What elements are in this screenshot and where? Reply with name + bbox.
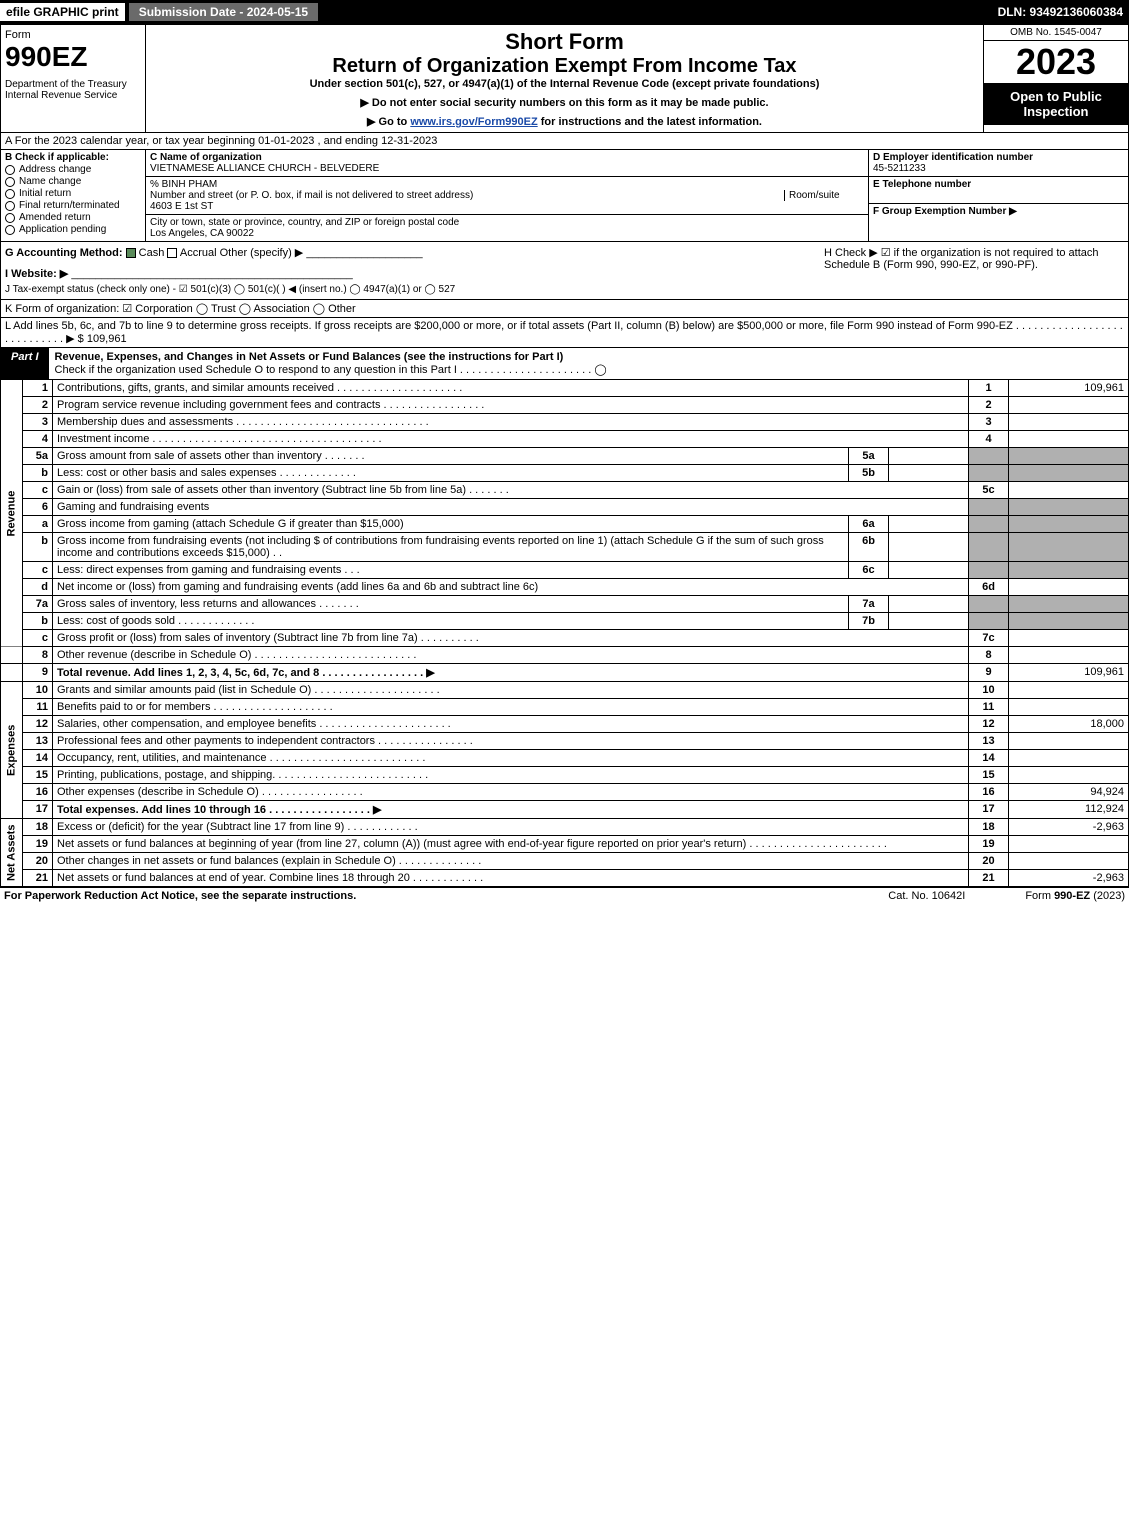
tax-year: 2023: [984, 41, 1128, 83]
val-12: 18,000: [1009, 716, 1129, 733]
checkbox-accrual[interactable]: [167, 248, 177, 258]
checkbox-icon[interactable]: [5, 225, 15, 235]
open-inspection: Open to Public Inspection: [984, 83, 1128, 125]
checkbox-icon[interactable]: [5, 213, 15, 223]
val-17: 112,924: [1009, 801, 1129, 819]
chk-addr: Address change: [19, 164, 91, 175]
form-number: 990EZ: [5, 41, 141, 73]
tel-label: E Telephone number: [873, 179, 1124, 190]
checkbox-icon[interactable]: [5, 189, 15, 199]
grp-label: F Group Exemption Number ▶: [873, 206, 1124, 217]
irs-link[interactable]: www.irs.gov/Form990EZ: [410, 116, 537, 128]
chk-name: Name change: [19, 176, 81, 187]
val-9: 109,961: [1009, 664, 1129, 682]
section-g: G Accounting Method: Cash Accrual Other …: [0, 242, 1129, 300]
lines-table: Revenue 1 Contributions, gifts, grants, …: [0, 380, 1129, 887]
short-form-title: Short Form: [154, 29, 975, 55]
g-label: G Accounting Method:: [5, 247, 123, 259]
footer-left: For Paperwork Reduction Act Notice, see …: [4, 890, 356, 902]
section-bc: B Check if applicable: Address change Na…: [0, 150, 1129, 242]
line-1: Contributions, gifts, grants, and simila…: [53, 380, 969, 397]
vlabel-expenses: Expenses: [1, 682, 23, 819]
submission-date: Submission Date - 2024-05-15: [129, 3, 318, 21]
g-cash: Cash: [139, 247, 165, 259]
chk-final: Final return/terminated: [19, 200, 120, 211]
top-bar: efile GRAPHIC print Submission Date - 20…: [0, 0, 1129, 24]
pct-name: % BINH PHAM: [150, 179, 864, 190]
checkbox-icon[interactable]: [5, 201, 15, 211]
col-d: D Employer identification number 45-5211…: [868, 150, 1128, 241]
part1-title: Revenue, Expenses, and Changes in Net As…: [55, 351, 564, 363]
section-l: L Add lines 5b, 6c, and 7b to line 9 to …: [0, 318, 1129, 348]
g-accrual: Accrual: [180, 247, 217, 259]
i-label: I Website: ▶: [5, 268, 68, 280]
department: Department of the Treasury Internal Reve…: [5, 79, 141, 101]
g-other: Other (specify) ▶: [220, 247, 304, 259]
form-label: Form: [5, 29, 141, 41]
val-16: 94,924: [1009, 784, 1129, 801]
checkbox-icon[interactable]: [5, 177, 15, 187]
chk-amend: Amended return: [19, 212, 91, 223]
part1-tab: Part I: [1, 348, 49, 379]
checkbox-cash[interactable]: [126, 248, 136, 258]
addr: 4603 E 1st ST: [150, 201, 864, 212]
vlabel-netassets: Net Assets: [1, 819, 23, 887]
col-c: C Name of organization VIETNAMESE ALLIAN…: [146, 150, 868, 241]
addr-label: Number and street (or P. O. box, if mail…: [150, 190, 784, 201]
note-link: ▶ Go to www.irs.gov/Form990EZ for instru…: [154, 115, 975, 128]
ein-label: D Employer identification number: [873, 152, 1124, 163]
j-label: J Tax-exempt status (check only one) - ☑…: [5, 284, 824, 295]
chk-initial: Initial return: [19, 188, 71, 199]
footer-form: Form 990-EZ (2023): [1025, 890, 1125, 902]
h-label: H Check ▶ ☑ if the organization is not r…: [824, 246, 1124, 295]
val-18: -2,963: [1009, 819, 1129, 836]
col-b: B Check if applicable: Address change Na…: [1, 150, 146, 241]
ein: 45-5211233: [873, 163, 1124, 174]
checkbox-icon[interactable]: [5, 165, 15, 175]
city: Los Angeles, CA 90022: [150, 228, 864, 239]
return-title: Return of Organization Exempt From Incom…: [154, 55, 975, 78]
part1-subtitle: Check if the organization used Schedule …: [55, 364, 607, 376]
form-header: Form 990EZ Department of the Treasury In…: [0, 24, 1129, 133]
org-name: VIETNAMESE ALLIANCE CHURCH - BELVEDERE: [150, 163, 864, 174]
under-section: Under section 501(c), 527, or 4947(a)(1)…: [154, 78, 975, 90]
room-label: Room/suite: [784, 190, 864, 201]
c-name-label: C Name of organization: [150, 152, 864, 163]
footer: For Paperwork Reduction Act Notice, see …: [0, 887, 1129, 904]
row-a: A For the 2023 calendar year, or tax yea…: [0, 133, 1129, 150]
l-val: 109,961: [87, 333, 127, 345]
b-title: B Check if applicable:: [5, 152, 141, 163]
footer-cat: Cat. No. 10642I: [888, 890, 965, 902]
val-1: 109,961: [1009, 380, 1129, 397]
efile-label: efile GRAPHIC print: [0, 3, 125, 21]
part1-header: Part I Revenue, Expenses, and Changes in…: [0, 348, 1129, 380]
chk-pending: Application pending: [19, 224, 106, 235]
city-label: City or town, state or province, country…: [150, 217, 864, 228]
vlabel-revenue: Revenue: [1, 380, 23, 647]
val-21: -2,963: [1009, 870, 1129, 887]
omb-number: OMB No. 1545-0047: [984, 25, 1128, 41]
l-text: L Add lines 5b, 6c, and 7b to line 9 to …: [5, 320, 1123, 345]
dln: DLN: 93492136060384: [998, 5, 1129, 19]
note-ssn: ▶ Do not enter social security numbers o…: [154, 96, 975, 109]
section-k: K Form of organization: ☑ Corporation ◯ …: [0, 300, 1129, 318]
